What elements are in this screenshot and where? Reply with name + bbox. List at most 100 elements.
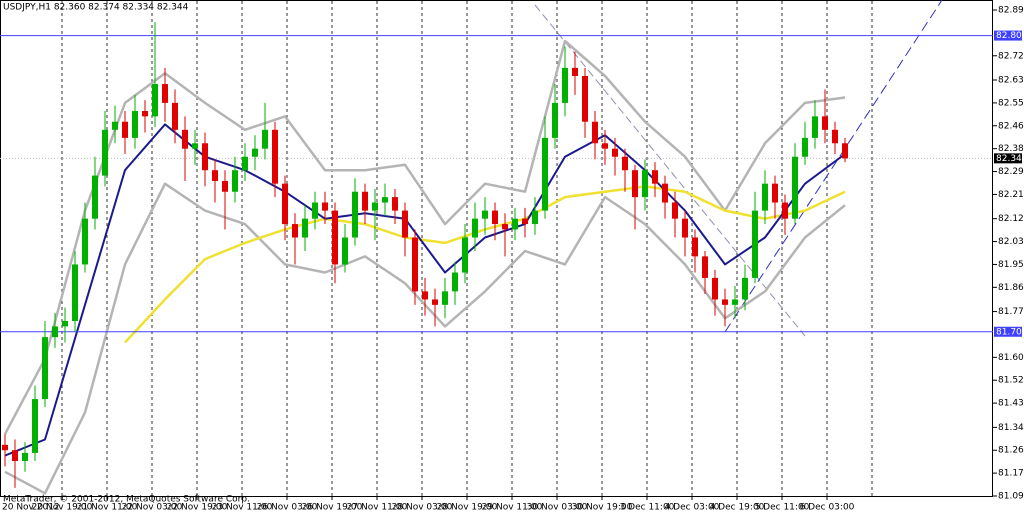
candle-body [332,210,338,265]
candle-body [82,218,88,265]
x-tick-label: 28 Nov 03:00 [392,503,453,513]
y-tick-label: 82.895 [998,6,1024,16]
candle-body [532,210,538,225]
candle-body [792,156,798,219]
candle-body [52,326,58,338]
candle-body [622,156,628,171]
candle-body [32,399,38,453]
candle-body [172,102,178,130]
y-tick-label: 82.725 [998,51,1024,61]
candle-body [22,452,28,461]
y-tick-label: 82.550 [998,98,1024,108]
candle-body [612,148,618,157]
y-tick-label: 81.345 [998,423,1024,433]
x-tick-label: 26 Nov 03:00 [257,503,318,513]
candle-body [232,170,238,192]
y-tick-label: 81.950 [998,260,1024,270]
candle-body [2,444,8,451]
candle-body [472,218,478,238]
x-tick-label: 4 Dec 03:00 [665,503,720,513]
candle-body [702,256,708,278]
candle-body [272,129,278,184]
candle-body [282,183,288,225]
candle-body [182,129,188,149]
candle-body [202,143,208,171]
x-tick-label: 26 Nov 19:00 [302,503,363,513]
candle-body [112,121,118,130]
candle-body [542,137,548,211]
candle-body [452,272,458,292]
y-tick-label: 81.520 [998,376,1024,386]
y-tick-label: 81.775 [998,307,1024,317]
candle-body [662,183,668,203]
candle-body [712,277,718,300]
y-tick-label: 82.380 [998,144,1024,154]
candle-body [122,121,128,138]
candle-body [322,202,328,211]
candle-body [72,264,78,321]
candle-body [512,218,518,230]
candle-body [192,143,198,149]
candle-body [572,67,578,76]
candle-body [772,183,778,203]
candle-body [242,156,248,171]
candle-body [352,191,358,238]
candle-body [782,202,788,219]
x-tick-label: 20 Nov 2012 [2,503,60,513]
y-tick-label: 82.295 [998,167,1024,177]
y-tick-label: 81.605 [998,353,1024,363]
x-tick-label: 20 Nov 19:00 [32,503,93,513]
candle-body [582,75,588,122]
candle-body [692,237,698,257]
candle-body [492,210,498,225]
level-label: 81.700 [996,327,1024,337]
y-tick-label: 82.210 [998,190,1024,200]
x-tick-label: 30 Nov 19:00 [572,503,633,513]
candle-body [372,202,378,211]
plot-frame [0,0,993,497]
candle-body [602,143,608,149]
candle-body [592,121,598,144]
x-tick-label: 22 Nov 19:00 [167,503,228,513]
y-tick-label: 82.635 [998,76,1024,86]
candle-body [102,129,108,176]
candle-body [392,197,398,211]
level-label: 82.800 [996,31,1024,41]
level-tag [994,30,1022,41]
x-tick-label: 22 Nov 03:00 [122,503,183,513]
last-price-label: 82.344 [996,154,1024,164]
footer: MetaTrader, © 2001-2012, MetaQuotes Soft… [3,495,250,505]
candle-body [342,237,348,265]
x-tick-label: 5 Dec 11:00 [755,503,810,513]
candle-body [152,84,158,117]
candle-body [412,237,418,292]
indicator-line [4,123,846,457]
indicator-line [3,39,846,435]
candle-body [482,210,488,219]
candle-body [162,84,168,103]
candle-body [42,337,48,400]
candle-body [562,67,568,103]
candle-body [382,197,388,203]
x-tick-label: 28 Nov 19:00 [437,503,498,513]
x-tick-label: 6 Dec 03:00 [800,503,855,513]
y-tick-label: 81.090 [998,492,1024,502]
x-tick-label: 30 Nov 03:00 [527,503,588,513]
candle-body [132,110,138,138]
candle-body [802,137,808,157]
candle-body [642,170,648,198]
candle-body [12,450,18,461]
candle-body [502,224,508,230]
candle-body [732,299,738,305]
x-tick-label: 3 Dec 11:00 [620,503,675,513]
candle-body [432,299,438,305]
y-tick-label: 81.260 [998,446,1024,456]
candle-body [252,148,258,157]
candle-body [522,218,528,225]
candle-body [302,218,308,238]
candle-body [442,291,448,305]
candle-body [312,202,318,219]
candle-body [402,210,408,238]
candle-body [722,299,728,305]
